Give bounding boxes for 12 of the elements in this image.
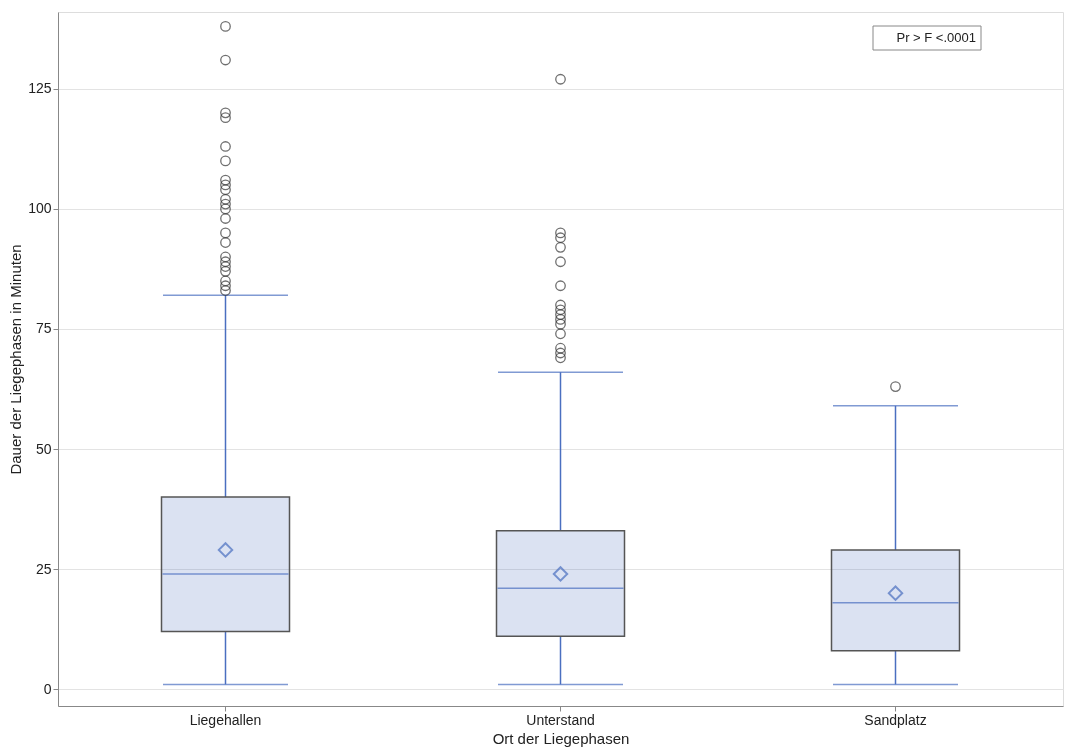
x-tick-label: Liegehallen [189, 711, 262, 728]
x-axis-title: Ort der Liegephasen [492, 729, 630, 747]
y-tick-label: 125 [28, 80, 52, 97]
annotation: Pr > F <.0001 [896, 30, 976, 45]
y-axis-title: Dauer der Liegephasen in Minuten [7, 244, 25, 475]
y-tick-label: 100 [28, 200, 52, 217]
x-tick-label: Unterstand [526, 711, 595, 728]
y-tick-label: 75 [35, 320, 52, 337]
y-tick-label: 0 [43, 680, 52, 697]
y-tick-label: 25 [35, 560, 52, 577]
y-tick-label: 50 [35, 440, 52, 457]
x-tick-label: Sandplatz [864, 711, 927, 728]
